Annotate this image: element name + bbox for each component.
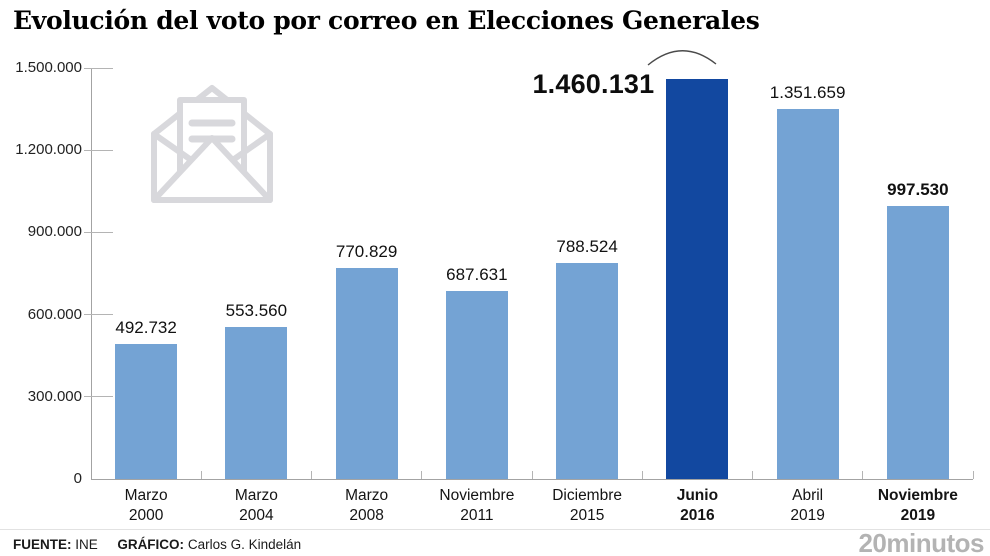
x-boundary-tick-mark <box>641 471 643 479</box>
x-axis-label-line1: Noviembre <box>877 487 958 504</box>
x-boundary-tick-mark <box>752 471 753 479</box>
y-tick-mark <box>84 231 113 233</box>
x-axis-label: Diciembre 2015 <box>527 486 647 526</box>
y-tick-mark <box>84 149 113 151</box>
x-axis-label: Noviembre 2011 <box>417 486 537 526</box>
x-boundary-tick-mark <box>862 471 864 479</box>
x-axis-label-line2: 2015 <box>569 507 605 524</box>
x-axis-label: Marzo 2008 <box>307 486 427 526</box>
x-axis-label-line1: Junio <box>676 487 719 504</box>
x-axis-label: Noviembre 2019 <box>858 486 978 526</box>
y-axis-tick-label: 600.000 <box>27 305 82 323</box>
bar-marzo-2000 <box>115 344 178 479</box>
x-axis-label-line2: 2019 <box>790 507 825 524</box>
footer-divider <box>0 529 990 530</box>
x-axis-label: Marzo 2000 <box>86 486 206 526</box>
x-boundary-tick-mark <box>531 471 533 479</box>
y-tick-mark <box>84 67 113 69</box>
source-label: FUENTE: <box>13 537 72 552</box>
x-axis-baseline <box>91 479 973 480</box>
x-axis-label-line2: 2011 <box>460 507 494 524</box>
bar-value-label: 553.560 <box>225 301 288 320</box>
x-axis-label-line2: 2008 <box>349 507 384 524</box>
chart-title: Evolución del voto por correo en Eleccio… <box>13 6 760 35</box>
bar-noviembre-2019 <box>886 206 949 479</box>
bar-value-label: 770.829 <box>335 242 398 261</box>
y-axis-tick-label: 900.000 <box>27 223 82 241</box>
y-axis-tick-label: 1.500.000 <box>15 59 82 76</box>
y-axis-tick-label: 0 <box>73 470 82 487</box>
bar-value-label: 1.460.131 <box>532 69 655 99</box>
y-axis-tick-label: 1.200.000 <box>15 141 82 159</box>
x-boundary-tick-mark <box>200 471 202 479</box>
bar-value-label: 997.530 <box>887 180 949 199</box>
x-axis-label-line1: Marzo <box>234 487 278 504</box>
y-axis-line <box>91 68 92 479</box>
bar-marzo-2004 <box>225 327 288 479</box>
x-axis-label: Junio 2016 <box>637 486 757 526</box>
x-axis-label: Abril 2019 <box>748 486 868 526</box>
bar-value-label: 1.351.659 <box>769 83 846 102</box>
x-boundary-tick-mark <box>972 471 974 479</box>
bar-junio-2016 <box>666 79 729 479</box>
x-axis-label-line2: 2016 <box>680 507 715 524</box>
bar-value-label: 687.631 <box>446 265 508 284</box>
footer-credits: FUENTE: INE GRÁFICO: Carlos G. Kindelán <box>13 537 301 552</box>
x-axis-label-line2: 2000 <box>128 507 164 524</box>
x-axis-label-line1: Marzo <box>345 487 389 504</box>
credit-label: GRÁFICO: <box>117 537 185 552</box>
brand-logo-20minutos: 20minutos <box>858 528 984 556</box>
x-axis-label: Marzo 2004 <box>196 486 316 526</box>
x-boundary-tick-mark <box>421 471 423 479</box>
x-axis-label-line1: Diciembre <box>552 487 622 504</box>
credit-value: Carlos G. Kindelán <box>187 537 302 552</box>
x-axis-label-line1: Marzo <box>124 487 168 504</box>
x-axis-label-line1: Noviembre <box>439 487 515 504</box>
highlight-arc-annotation-icon <box>647 50 717 66</box>
y-axis-tick-label: 300.000 <box>27 387 82 405</box>
x-axis-label-line1: Abril <box>792 487 824 504</box>
bar-value-label: 788.524 <box>556 237 618 256</box>
x-boundary-tick-mark <box>311 471 312 479</box>
bar-value-label: 492.732 <box>115 318 177 337</box>
source-value: INE <box>75 537 98 552</box>
x-axis-label-line2: 2019 <box>900 507 936 524</box>
bar-diciembre-2015 <box>556 263 619 479</box>
x-axis-label-line2: 2004 <box>239 507 274 524</box>
envelope-icon <box>151 85 273 203</box>
bar-noviembre-2011 <box>445 291 508 479</box>
y-tick-mark <box>84 314 113 316</box>
bar-abril-2019 <box>776 109 839 479</box>
y-tick-mark <box>84 396 113 398</box>
bar-marzo-2008 <box>335 268 398 479</box>
